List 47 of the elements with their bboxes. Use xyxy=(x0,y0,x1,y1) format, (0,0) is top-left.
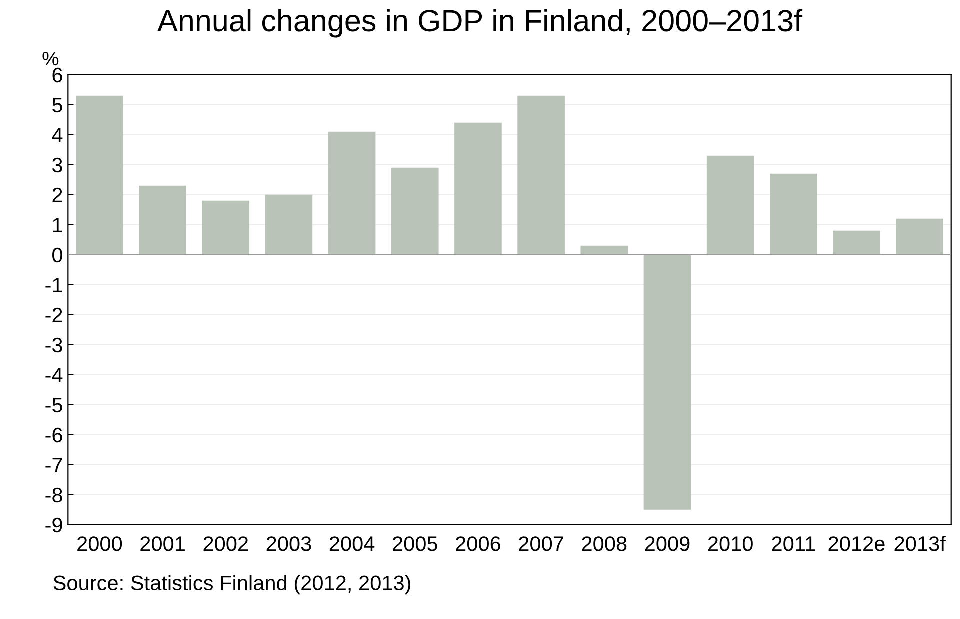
x-tick-label: 2013f xyxy=(894,536,946,552)
x-tick-label: 2005 xyxy=(393,536,438,552)
chart-title: Annual changes in GDP in Finland, 2000–2013f xyxy=(158,9,803,38)
x-tick-label: 2010 xyxy=(708,536,753,552)
x-tick-label: 2011 xyxy=(772,536,816,552)
source-note: Source: Statistics Finland (2012, 2013) xyxy=(54,575,410,595)
y-tick-label: -5 xyxy=(46,398,62,413)
x-tick-label: 2006 xyxy=(456,536,500,552)
y-tick-label: -1 xyxy=(46,278,62,292)
y-tick-label: -7 xyxy=(46,458,62,472)
y-tick-label: 5 xyxy=(52,98,62,113)
bar xyxy=(391,168,439,255)
bar xyxy=(706,156,754,255)
y-tick-label: -6 xyxy=(46,428,62,443)
bar xyxy=(265,194,313,255)
x-tick-label: 2003 xyxy=(266,536,312,552)
bar xyxy=(76,96,124,255)
bar xyxy=(770,174,818,255)
bar xyxy=(328,132,376,255)
y-tick-label: 6 xyxy=(52,68,62,83)
bar xyxy=(518,96,565,255)
bar xyxy=(833,230,880,255)
x-tick-label: 2004 xyxy=(330,536,375,552)
x-tick-label: 2002 xyxy=(204,536,248,552)
y-tick-label: -8 xyxy=(46,488,62,503)
bar xyxy=(202,200,250,255)
x-tick-label: 2007 xyxy=(519,536,564,552)
y-tick-label: -3 xyxy=(46,338,62,353)
y-tick-label: -4 xyxy=(46,368,63,382)
bar xyxy=(896,218,944,255)
x-tick-label: 2000 xyxy=(78,536,122,552)
x-tick-label: 2001 xyxy=(140,536,185,552)
y-axis-title: % xyxy=(42,52,59,66)
y-tick-label: 2 xyxy=(52,188,62,202)
y-tick-label: -2 xyxy=(46,308,62,322)
y-tick-label: 4 xyxy=(52,128,63,142)
y-tick-label: 3 xyxy=(52,158,62,173)
x-tick-label: 2012e xyxy=(828,536,885,552)
bar xyxy=(139,186,186,255)
y-tick-label: 0 xyxy=(52,248,62,263)
y-tick-label: 1 xyxy=(53,218,62,232)
bar xyxy=(580,246,628,255)
x-tick-label: 2008 xyxy=(582,536,627,552)
y-tick-label: -9 xyxy=(46,518,62,533)
bar xyxy=(454,122,502,255)
x-tick-label: 2009 xyxy=(645,536,690,552)
bar xyxy=(644,254,692,510)
